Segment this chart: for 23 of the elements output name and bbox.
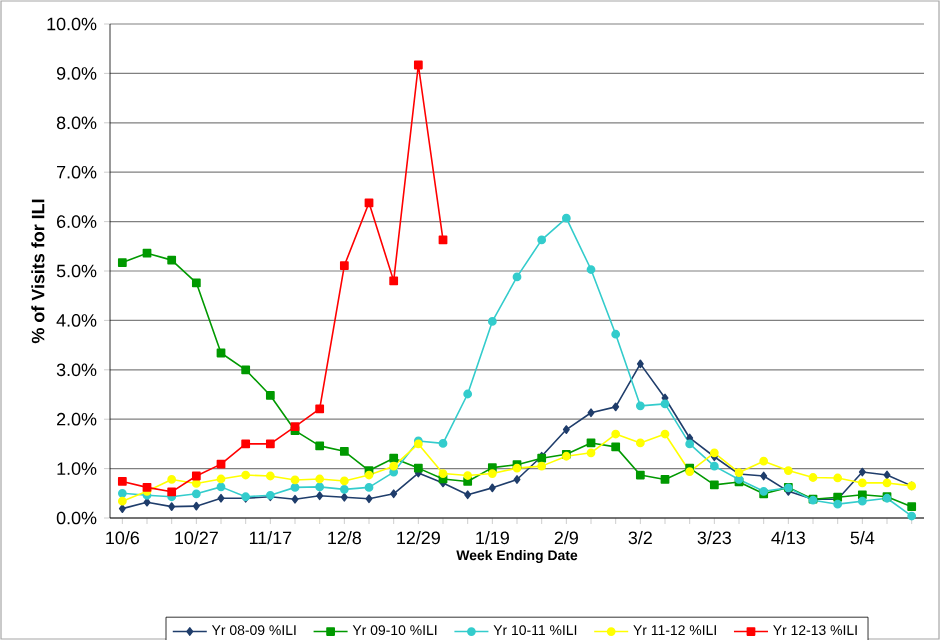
y-tick-label: 2.0% [57,412,97,426]
y-tick-label: 0.0% [56,511,97,525]
y-axis-title: % of Visits for ILI [31,199,45,344]
y-tick-label: 9.0% [56,67,97,80]
y-tick-label: 5.0% [56,264,97,278]
x-tick-label: 10/6 [106,531,140,545]
y-tick-label: 1.0% [57,462,97,475]
x-tick-label: 10/27 [175,531,218,545]
y-tick-label: 7.0% [57,165,97,179]
x-tick-label: 3/23 [697,531,732,545]
x-tick-label: 12/29 [397,531,440,545]
x-tick-label: 11/17 [249,531,292,545]
y-tick-label: 3.0% [56,363,97,377]
y-tick-label: 10.0% [47,17,97,31]
y-tick-label: 6.0% [57,215,97,228]
x-tick-label: 12/8 [328,531,362,545]
x-tick-label: 3/2 [628,531,652,545]
x-tick-label: 1/19 [476,531,509,545]
x-tick-label: 5/4 [850,531,875,545]
x-tick-label: 4/13 [771,531,806,545]
x-tick-label: 2/9 [554,531,578,545]
y-tick-label: 4.0% [56,314,97,327]
y-tick-label: 8.0% [56,116,97,130]
